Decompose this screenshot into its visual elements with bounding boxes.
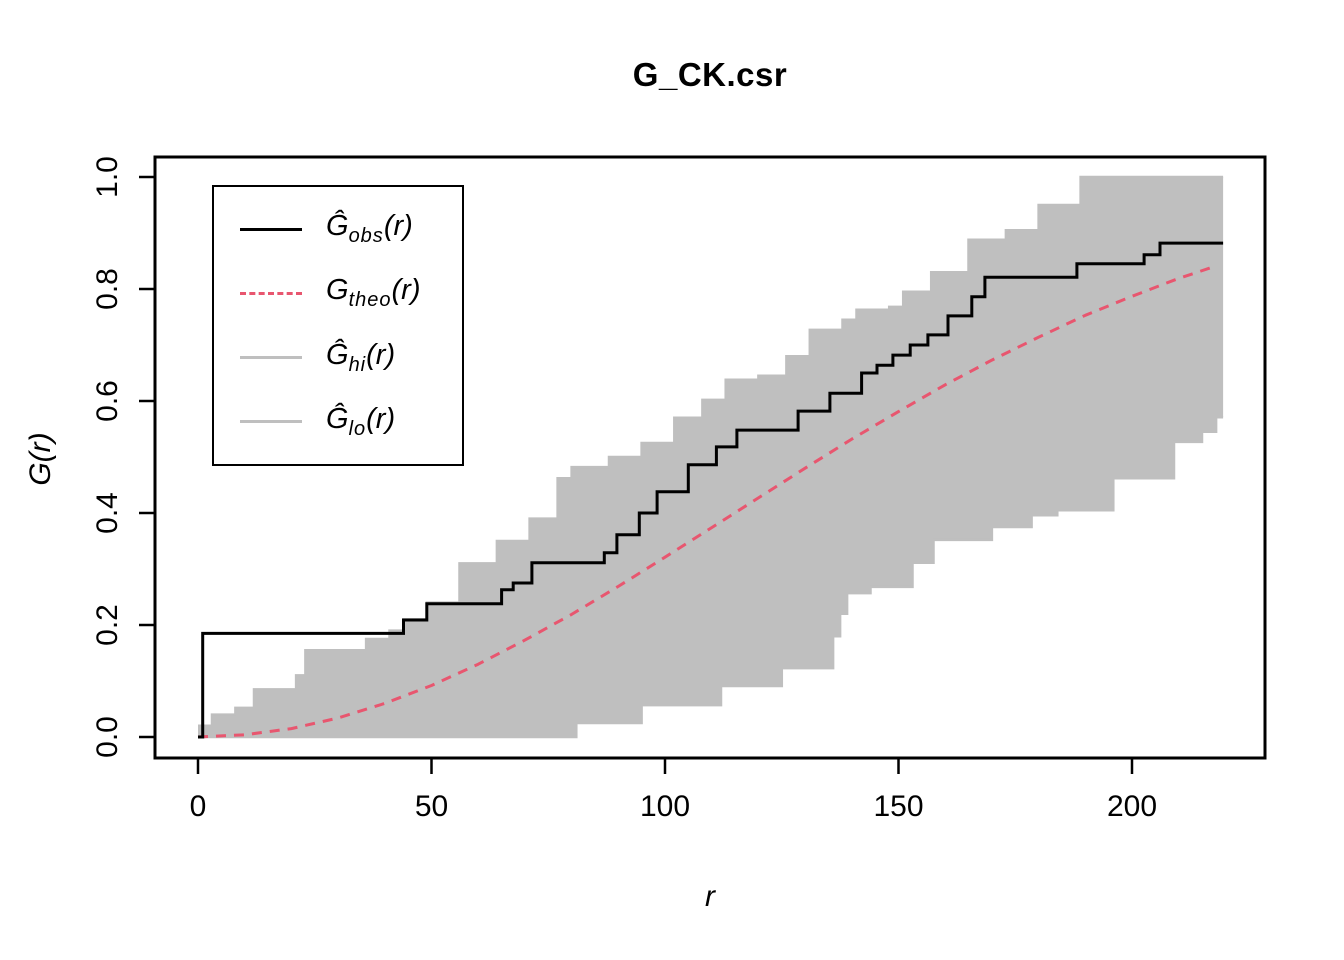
y-tick-label: 0.4 — [91, 492, 124, 534]
y-tick-label: 0.6 — [91, 380, 124, 422]
legend-label-theo: Gtheo(r) — [326, 274, 420, 312]
legend-item-theo: Gtheo(r) — [240, 263, 462, 323]
hi-line-swatch — [240, 356, 302, 360]
hi-curve — [198, 175, 1224, 728]
legend-label-lo-sub: lo — [348, 417, 367, 440]
lo-line-swatch — [240, 420, 302, 424]
x-tick-label: 200 — [1107, 790, 1157, 823]
chart-title: G_CK.csr — [632, 56, 788, 93]
legend-item-obs: Ĝobs(r) — [240, 199, 462, 259]
y-tick-label: 1.0 — [91, 156, 124, 198]
legend-label-theo-sub: theo — [348, 289, 392, 312]
legend-label-theo-base: G — [326, 274, 349, 307]
legend-label-obs-base: Ĝ — [326, 210, 349, 243]
x-tick-label: 150 — [873, 790, 923, 823]
obs-line-swatch — [240, 227, 302, 231]
y-axis-label: G(r) — [24, 432, 57, 486]
legend-label-lo-arg: (r) — [366, 402, 396, 435]
legend-item-lo: Ĝlo(r) — [240, 392, 462, 452]
plot-border — [153, 155, 1267, 760]
legend-label-hi-sub: hi — [348, 353, 367, 376]
legend-label-obs: Ĝobs(r) — [326, 210, 413, 248]
legend-label-hi: Ĝhi(r) — [326, 339, 395, 377]
legend-label-obs-sub: obs — [348, 225, 384, 248]
lo-curve — [198, 415, 1224, 739]
x-tick-label: 50 — [415, 790, 448, 823]
legend-label-lo-base: Ĝ — [326, 402, 349, 435]
theo-line-swatch — [240, 291, 302, 295]
legend-label-theo-arg: (r) — [391, 274, 421, 307]
x-axis-label: r — [705, 880, 715, 913]
y-tick-label: 0.2 — [91, 604, 124, 646]
legend-label-hi-arg: (r) — [366, 338, 396, 371]
y-tick-label: 0.8 — [91, 268, 124, 310]
y-tick-label: 0.0 — [91, 716, 124, 758]
x-tick-label: 0 — [190, 790, 207, 823]
legend-label-lo: Ĝlo(r) — [326, 403, 395, 441]
legend-item-hi: Ĝhi(r) — [240, 328, 462, 388]
legend-label-obs-arg: (r) — [383, 210, 413, 243]
x-tick-label: 100 — [640, 790, 690, 823]
legend-box: Ĝobs(r) Gtheo(r) Ĝhi(r) Ĝlo(r) — [212, 185, 464, 466]
legend-label-hi-base: Ĝ — [326, 338, 349, 371]
theo-curve — [197, 264, 1217, 739]
obs-curve — [198, 241, 1224, 739]
